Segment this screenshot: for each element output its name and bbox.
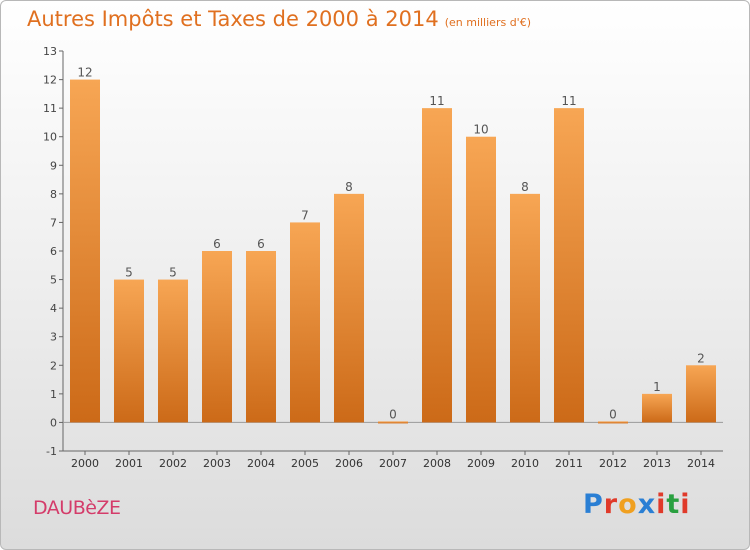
x-tick-label: 2008 xyxy=(423,457,451,470)
data-label-2003: 6 xyxy=(213,237,221,251)
logo-letter: o xyxy=(618,489,638,520)
x-tick-label: 2001 xyxy=(115,457,143,470)
data-label-2007: 0 xyxy=(389,407,397,421)
logo-letter: i xyxy=(680,489,691,520)
y-tick-label: 11 xyxy=(43,102,57,115)
x-tick-label: 2014 xyxy=(687,457,715,470)
x-tick-label: 2009 xyxy=(467,457,495,470)
chart-bars xyxy=(70,79,716,424)
bar-2014 xyxy=(686,365,716,423)
bar-2005 xyxy=(290,222,320,423)
data-label-2005: 7 xyxy=(301,208,309,222)
data-label-2001: 5 xyxy=(125,266,133,280)
y-tick-label: 7 xyxy=(50,216,57,229)
y-tick-label: 9 xyxy=(50,159,57,172)
x-tick-label: 2007 xyxy=(379,457,407,470)
bar-2010 xyxy=(510,193,540,423)
logo-letter: t xyxy=(666,489,681,520)
data-label-2011: 11 xyxy=(561,94,576,108)
x-tick-label: 2000 xyxy=(71,457,99,470)
data-label-2014: 2 xyxy=(697,351,705,365)
x-tick-label: 2005 xyxy=(291,457,319,470)
data-label-2004: 6 xyxy=(257,237,265,251)
data-label-2008: 11 xyxy=(429,94,444,108)
y-tick-label: 8 xyxy=(50,188,57,201)
y-tick-label: 6 xyxy=(50,245,57,258)
data-label-2006: 8 xyxy=(345,180,353,194)
x-tick-label: 2003 xyxy=(203,457,231,470)
data-label-2000: 12 xyxy=(77,66,92,80)
bar-2013 xyxy=(642,393,672,423)
y-tick-label: 3 xyxy=(50,331,57,344)
bar-2009 xyxy=(466,136,496,423)
bar-2001 xyxy=(114,279,144,423)
logo-letter: r xyxy=(603,489,619,520)
chart-title: Autres Impôts et Taxes de 2000 à 2014 (en… xyxy=(27,7,531,31)
bar-2002 xyxy=(158,279,188,423)
y-tick-label: 0 xyxy=(50,416,57,429)
bar-2007 xyxy=(378,421,408,424)
bar-2012 xyxy=(598,421,628,424)
data-label-2009: 10 xyxy=(473,123,488,137)
bar-2011 xyxy=(554,108,584,423)
y-tick-label: 1 xyxy=(50,388,57,401)
bar-2003 xyxy=(202,251,232,423)
y-tick-label: 4 xyxy=(50,302,57,315)
y-tick-label: 10 xyxy=(43,131,57,144)
logo-letter: x xyxy=(637,489,657,520)
x-tick-label: 2013 xyxy=(643,457,671,470)
x-tick-label: 2002 xyxy=(159,457,187,470)
data-label-2010: 8 xyxy=(521,180,529,194)
x-tick-label: 2012 xyxy=(599,457,627,470)
data-label-2002: 5 xyxy=(169,266,177,280)
y-tick-label: 13 xyxy=(43,45,57,58)
logo-letter: i xyxy=(656,489,667,520)
y-tick-label: -1 xyxy=(46,445,57,458)
x-tick-label: 2010 xyxy=(511,457,539,470)
data-label-2012: 0 xyxy=(609,407,617,421)
town-name: DAUBèZE xyxy=(33,497,121,519)
x-tick-label: 2004 xyxy=(247,457,275,470)
bar-2006 xyxy=(334,193,364,423)
chart-subtitle: (en milliers d'€) xyxy=(444,16,531,29)
x-tick-label: 2006 xyxy=(335,457,363,470)
proxiti-logo[interactable]: Proxiti xyxy=(583,489,691,520)
y-tick-label: 12 xyxy=(43,74,57,87)
y-tick-label: 5 xyxy=(50,274,57,287)
bar-2008 xyxy=(422,108,452,423)
bar-2000 xyxy=(70,79,100,423)
data-label-2013: 1 xyxy=(653,380,661,394)
logo-letter: P xyxy=(583,489,604,520)
x-tick-label: 2011 xyxy=(555,457,583,470)
bar-2004 xyxy=(246,251,276,423)
y-tick-label: 2 xyxy=(50,359,57,372)
chart-title-text: Autres Impôts et Taxes de 2000 à 2014 xyxy=(27,7,439,31)
